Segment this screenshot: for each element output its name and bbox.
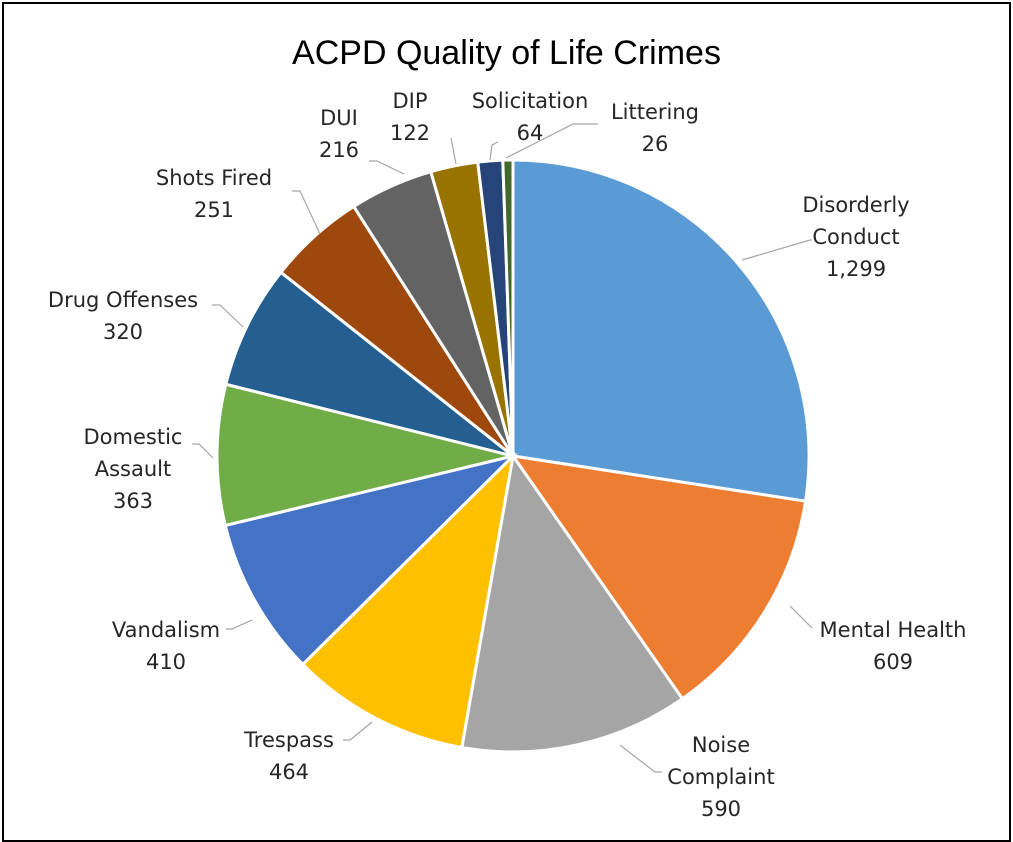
data-label-dip: DIP 122 (390, 89, 430, 145)
data-label-mental-health: Mental Health 609 (820, 618, 967, 674)
data-label-dui: DUI 216 (319, 106, 359, 162)
pie-slice-domestic-assault (215, 382, 514, 528)
leader-line-dui (369, 160, 405, 175)
pie-slice-trespass (300, 451, 516, 750)
data-label-shots-fired: Shots Fired 251 (156, 166, 272, 222)
leader-line-vandalism (226, 619, 253, 630)
pie-slice-noise-complaint (460, 452, 685, 754)
data-label-drug-offenses: Drug Offenses 320 (48, 288, 198, 344)
data-label-vandalism: Vandalism 410 (112, 618, 220, 674)
data-label-littering: Littering 26 (611, 100, 699, 156)
leader-line-drug-offenses (212, 304, 244, 328)
leader-line-solicitation (489, 141, 499, 161)
pie-slice-mental-health (509, 453, 808, 701)
pie-slice-drug-offenses (224, 270, 514, 458)
leader-line-domestic-assault (192, 443, 214, 459)
leader-line-disorderly-conduct (741, 239, 812, 261)
leader-line-mental-health (789, 605, 813, 629)
leader-line-shots-fired (292, 190, 321, 235)
leader-line-dip (450, 137, 457, 165)
data-label-noise-complaint: Noise Complaint 590 (667, 733, 774, 821)
pie-slice-disorderly-conduct (511, 158, 811, 503)
data-label-domestic-assault: Domestic Assault 363 (84, 425, 183, 513)
leader-line-trespass (343, 721, 373, 741)
pie-slice-vandalism (223, 453, 518, 667)
leader-line-noise-complaint (619, 744, 662, 773)
chart-title: ACPD Quality of Life Crimes (292, 34, 721, 72)
data-label-solicitation: Solicitation 64 (472, 89, 589, 145)
leader-line-littering (505, 123, 598, 159)
data-label-disorderly-conduct: Disorderly Conduct 1,299 (802, 193, 909, 281)
data-label-trespass: Trespass 464 (243, 728, 334, 784)
pie-slice-littering (501, 158, 515, 457)
